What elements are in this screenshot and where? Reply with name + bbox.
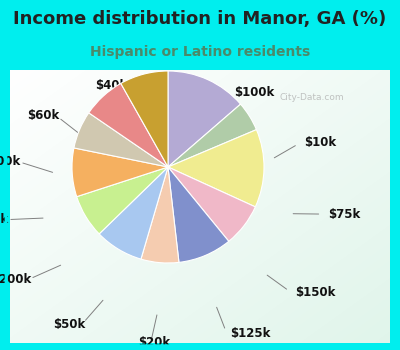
Text: Hispanic or Latino residents: Hispanic or Latino residents [90, 45, 310, 59]
Wedge shape [168, 104, 256, 167]
Wedge shape [168, 167, 255, 241]
Text: $50k: $50k [53, 318, 85, 331]
Wedge shape [72, 148, 168, 197]
Wedge shape [89, 83, 168, 167]
Wedge shape [99, 167, 168, 259]
Text: $60k: $60k [28, 109, 60, 122]
Text: > $200k: > $200k [0, 273, 31, 287]
Wedge shape [168, 130, 264, 207]
Text: $200k: $200k [0, 155, 21, 168]
Wedge shape [121, 71, 168, 167]
Text: $20k: $20k [138, 336, 170, 349]
Text: Income distribution in Manor, GA (%): Income distribution in Manor, GA (%) [13, 10, 387, 28]
Text: $30k: $30k [0, 213, 8, 226]
Wedge shape [74, 113, 168, 167]
Wedge shape [77, 167, 168, 234]
Wedge shape [168, 71, 240, 167]
Wedge shape [141, 167, 179, 263]
Text: City-Data.com: City-Data.com [280, 93, 344, 102]
Text: $125k: $125k [230, 327, 271, 340]
Text: $100k: $100k [234, 86, 275, 99]
Text: $10k: $10k [304, 136, 336, 149]
Text: $75k: $75k [328, 208, 360, 220]
Wedge shape [168, 167, 229, 262]
Text: $150k: $150k [295, 286, 335, 299]
Text: $40k: $40k [95, 79, 127, 92]
